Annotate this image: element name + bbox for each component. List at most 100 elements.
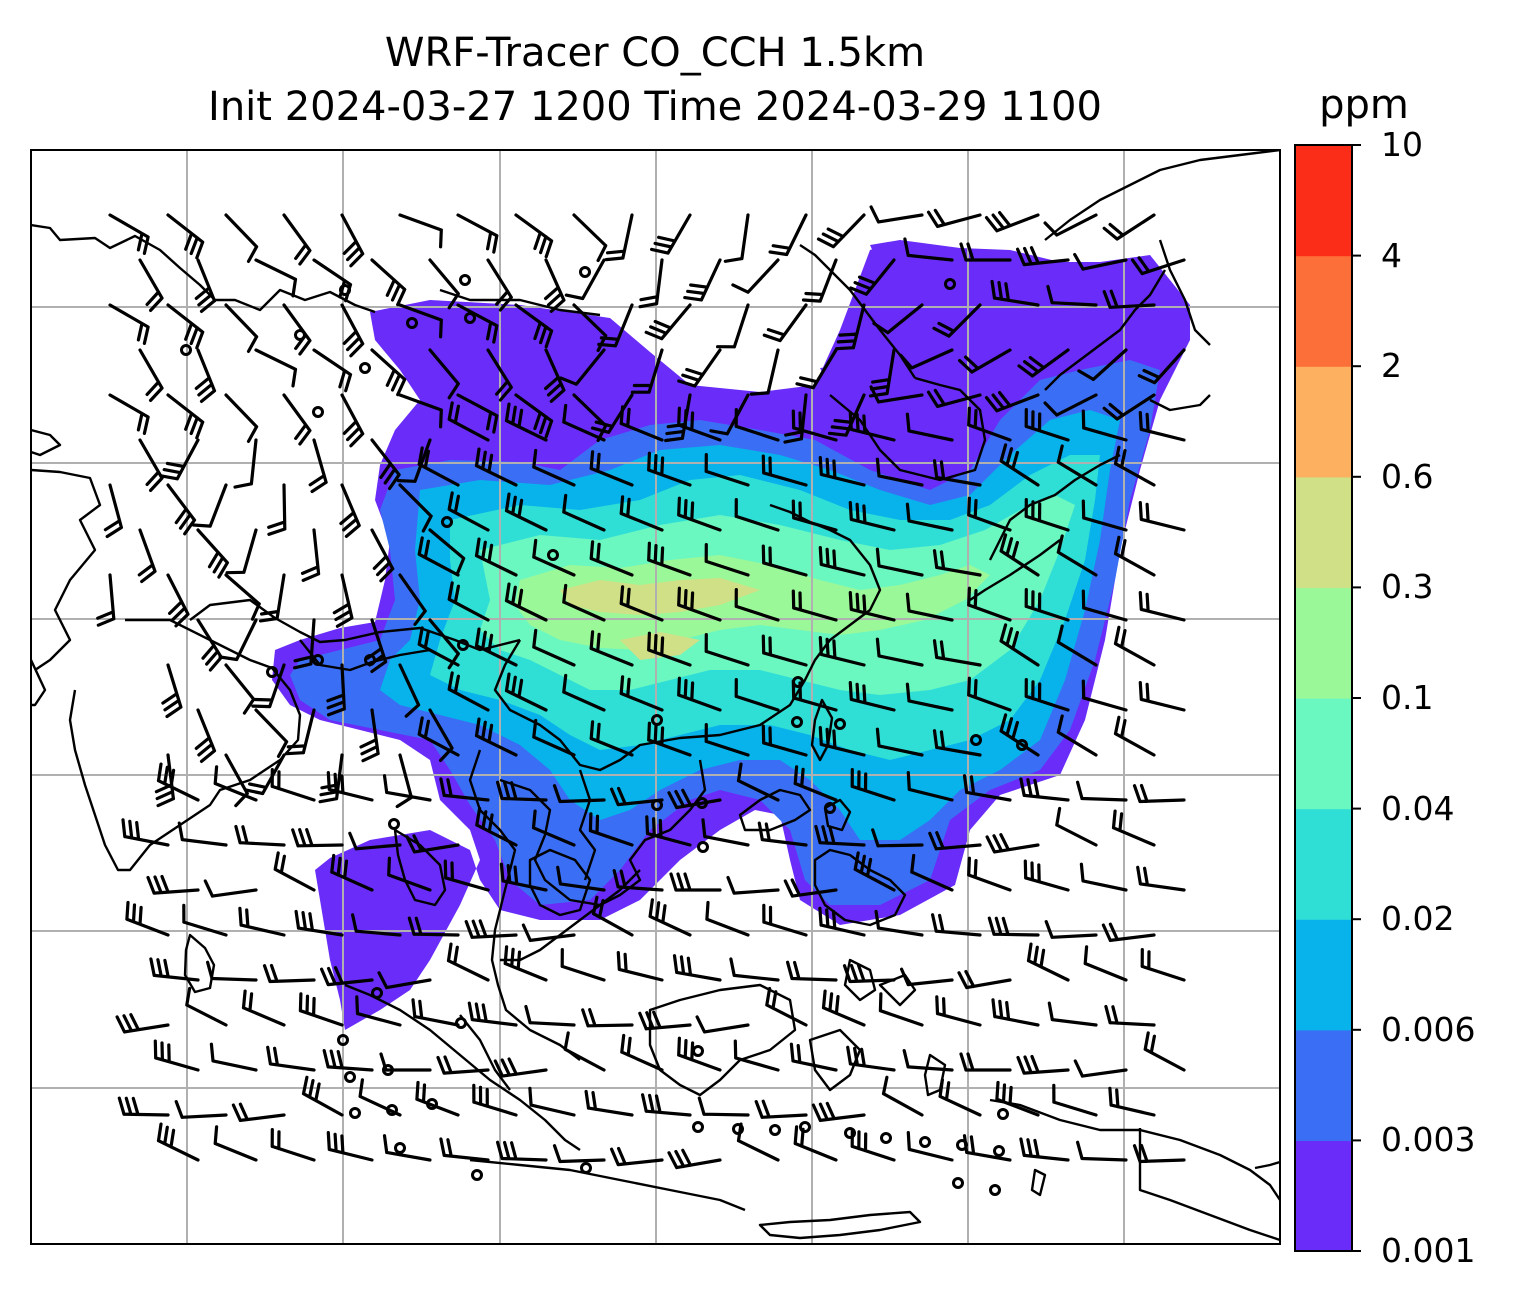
wind-barb xyxy=(872,303,924,335)
calm-wind-marker xyxy=(337,1034,349,1046)
wind-barb xyxy=(456,393,499,434)
wind-barb xyxy=(584,1089,634,1117)
wind-barb xyxy=(308,438,328,494)
coastline-segment xyxy=(988,453,1121,561)
wind-barb xyxy=(251,663,286,709)
wind-barb xyxy=(312,258,353,303)
wind-barb xyxy=(273,851,316,892)
wind-barb xyxy=(991,998,1040,1027)
wind-barb xyxy=(967,586,1012,622)
coastline-segment xyxy=(843,958,877,1002)
wind-barb xyxy=(562,583,606,622)
wind-barb xyxy=(683,258,722,302)
wind-barb xyxy=(1023,859,1070,892)
wind-barb xyxy=(910,853,954,892)
wind-barb xyxy=(182,903,228,937)
wind-barb xyxy=(1102,393,1156,421)
wind-barb xyxy=(262,963,316,984)
calm-wind-marker xyxy=(459,274,471,286)
calm-wind-marker xyxy=(919,1136,931,1148)
wind-barb xyxy=(395,753,413,809)
colorbar xyxy=(1294,144,1361,1252)
wind-barb xyxy=(531,809,576,847)
calm-wind-marker xyxy=(457,639,469,651)
calm-wind-marker xyxy=(769,1124,781,1136)
wind-barb xyxy=(282,303,312,356)
wind-barb xyxy=(504,582,548,622)
wind-barb xyxy=(156,762,200,802)
wind-barb xyxy=(1143,1031,1186,1072)
wind-barb xyxy=(1076,780,1128,802)
wind-barb xyxy=(1077,348,1128,381)
wind-barb xyxy=(905,412,954,442)
colorbar-tick-label: 2 xyxy=(1381,346,1402,386)
wind-barb xyxy=(499,862,548,892)
wind-barb xyxy=(1081,499,1128,532)
wind-barb xyxy=(899,348,954,370)
wind-barb xyxy=(1130,256,1186,276)
wind-barb xyxy=(504,402,548,442)
wind-barb xyxy=(1047,1001,1098,1027)
wind-barb xyxy=(999,713,1040,757)
wind-barb xyxy=(962,1134,1012,1162)
wind-barb xyxy=(556,865,606,892)
wind-barb xyxy=(957,969,1012,990)
wind-barb xyxy=(733,1039,780,1072)
wind-barb xyxy=(370,258,407,307)
wind-barb xyxy=(209,1042,258,1072)
coastline-segment xyxy=(823,798,852,832)
wind-barb xyxy=(301,1075,344,1117)
wind-barb xyxy=(340,303,365,358)
wind-barb xyxy=(417,536,460,577)
calm-wind-marker xyxy=(970,734,982,746)
wind-barb xyxy=(589,540,634,577)
wind-barb xyxy=(382,1134,432,1162)
wind-barb xyxy=(1024,588,1070,622)
wind-barb xyxy=(234,824,286,847)
wind-barb xyxy=(848,501,896,532)
colorbar-tick-label: 4 xyxy=(1381,235,1402,275)
calm-wind-marker xyxy=(371,987,383,999)
coastline-segment xyxy=(459,1014,511,1091)
wind-barb xyxy=(705,900,750,937)
wind-barb xyxy=(938,1078,982,1117)
calm-wind-marker xyxy=(692,1121,704,1133)
wind-barb xyxy=(677,586,722,622)
wind-barb xyxy=(366,618,388,674)
wind-barb xyxy=(905,502,954,532)
wind-barb xyxy=(677,348,722,388)
wind-barb xyxy=(398,213,443,249)
colorbar-tick-label: 0.3 xyxy=(1381,567,1434,607)
wind-barb xyxy=(1043,213,1098,237)
wind-barb xyxy=(704,723,750,757)
wind-barb xyxy=(1024,498,1070,532)
wind-barb xyxy=(589,450,634,487)
wind-barb xyxy=(156,1122,200,1162)
wind-barb xyxy=(647,451,692,487)
wind-barb xyxy=(258,573,286,623)
wind-barb xyxy=(793,1125,838,1162)
wind-barb xyxy=(166,213,205,260)
wind-barb xyxy=(1132,1143,1186,1164)
wind-barb xyxy=(370,528,395,583)
wind-barb xyxy=(1138,591,1186,622)
colorbar-tick-label: 0.1 xyxy=(1381,678,1434,717)
wind-barb xyxy=(926,208,982,228)
wind-barb xyxy=(849,258,896,296)
wind-barb xyxy=(196,528,229,579)
wind-barb xyxy=(241,989,286,1027)
wind-barb xyxy=(616,951,664,982)
wind-barb xyxy=(932,459,982,487)
wind-barb xyxy=(224,663,256,715)
wind-barb xyxy=(1052,1083,1098,1117)
wind-barb xyxy=(355,995,402,1027)
wind-barb xyxy=(266,1045,316,1072)
wind-barb xyxy=(428,258,460,310)
wind-barb xyxy=(370,348,407,397)
wind-barb xyxy=(379,1052,432,1072)
coastline-segment xyxy=(799,244,917,379)
wind-barb xyxy=(1073,252,1128,271)
wind-barb xyxy=(1046,284,1098,307)
wind-barb xyxy=(791,589,838,622)
